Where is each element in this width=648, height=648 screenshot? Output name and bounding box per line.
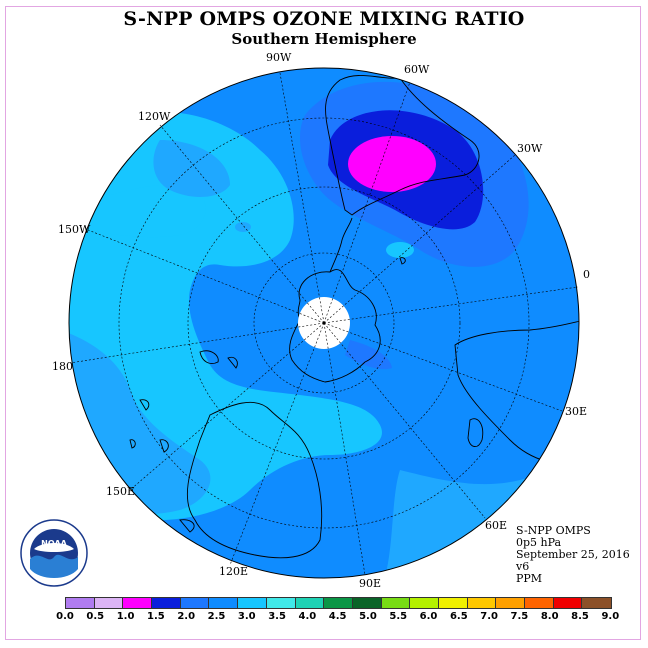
small-patch [386,242,414,258]
lon-label-60e: 60E [485,519,508,532]
antarctic-peninsula [329,217,353,273]
color-bar-label: 9.0 [601,611,620,622]
africa-coast [454,319,579,465]
color-bar-label: 8.5 [571,611,589,622]
south-america-coast [325,75,480,216]
madagascar-coast [467,418,484,447]
color-bar-label: 3.5 [268,611,286,622]
light-region [153,140,230,197]
island-coast [129,439,136,449]
lon-label-150w: 150W [58,223,91,236]
new-zealand-coast [199,350,219,364]
color-bar-label: 0.0 [56,611,74,622]
center-point [322,321,326,325]
lon-label-150e: 150E [106,485,136,498]
lon-label-120e: 120E [219,565,249,578]
color-bar-swatch [66,598,95,608]
map-title: S-NPP OMPS OZONE MIXING RATIO [123,8,525,30]
latitude-circle [118,117,530,529]
latitude-circle [187,186,461,460]
color-bar-swatch [352,598,382,608]
noaa-logo: NOAA [20,519,88,587]
color-bar-swatch [324,598,353,608]
max-level [348,136,436,192]
meridian [129,322,325,491]
meridian [69,322,325,364]
antarctica-coast [289,269,381,383]
color-bar-swatch [266,598,296,608]
meridian [323,322,366,576]
new-zealand-coast [227,356,238,369]
info-date: September 25, 2016 [516,548,630,561]
color-bar-label: 2.5 [207,611,226,622]
color-bar-label: 4.0 [298,611,317,622]
color-bar-swatch [238,598,267,608]
graticule [69,72,579,576]
color-bar [65,597,613,609]
light-region [95,184,206,238]
color-bar-label: 6.0 [419,611,438,622]
color-bar-label: 6.5 [449,611,468,622]
color-bar-label: 2.0 [177,611,196,622]
color-bar-label: 0.5 [86,611,105,622]
color-bar-swatch [94,598,124,608]
island-coast [179,519,195,533]
color-bar-swatch [525,598,554,608]
color-bar-label: 8.0 [540,611,559,622]
meridian [323,81,411,324]
info-pressure: 0p5 hPa [516,536,562,549]
color-bar-swatch [180,598,210,608]
color-bar-swatch [582,598,612,608]
map-subtitle: Southern Hemisphere [231,30,417,48]
color-bar-label: 5.5 [389,611,408,622]
small-patch [235,222,251,232]
polar-dark-spot [345,340,392,370]
meridian [229,322,325,566]
color-bar-label: 4.5 [328,611,347,622]
info-version: v6 [516,560,530,573]
coastlines [129,75,579,559]
lon-label-30e: 30E [565,405,588,418]
lon-label-90e: 90E [359,577,382,590]
meridian [323,286,579,324]
logo-text: NOAA [41,539,67,548]
color-bar-labels: 0.0 0.5 1.0 1.5 2.0 2.5 3.0 3.5 4.0 4.5 5.0 5.5 6.0 6… [56,611,619,625]
color-bar-swatch [467,598,497,608]
map-boundary [68,67,580,579]
island-coast [159,439,169,453]
lon-label-120w: 120W [138,110,171,123]
info-box: S-NPP OMPS 0p5 hPa September 25, 2016 v6… [516,525,630,585]
color-bar-swatch [438,598,468,608]
color-bar-swatch [410,598,439,608]
lon-label-0: 0 [583,268,590,281]
latitude-circle [253,252,395,394]
lon-label-30w: 30W [517,142,543,155]
color-bar-label: 7.5 [510,611,529,622]
color-bar-swatch [381,598,411,608]
color-bar-swatch [152,598,181,608]
figure-frame [5,6,641,640]
meridian [159,124,325,324]
color-bar-swatch [553,598,583,608]
color-bar-swatch [123,598,153,608]
lon-label-180: 180 [52,360,73,373]
color-bar-label: 1.5 [147,611,165,622]
australia-coast [186,401,323,559]
info-instrument: S-NPP OMPS [516,524,591,537]
lon-label-90w: 90W [266,51,292,64]
lon-label-60w: 60W [404,63,430,76]
color-bar-label: 5.0 [359,611,377,622]
island-coast [399,257,406,265]
color-bar-label: 3.0 [237,611,256,622]
island-coast [139,399,150,411]
color-bar-swatch [209,598,239,608]
color-bar-label: 7.0 [480,611,498,622]
color-bar-swatch [295,598,325,608]
color-bar-label: 1.0 [116,611,135,622]
info-units: PPM [516,572,543,585]
color-bar-swatch [496,598,525,608]
